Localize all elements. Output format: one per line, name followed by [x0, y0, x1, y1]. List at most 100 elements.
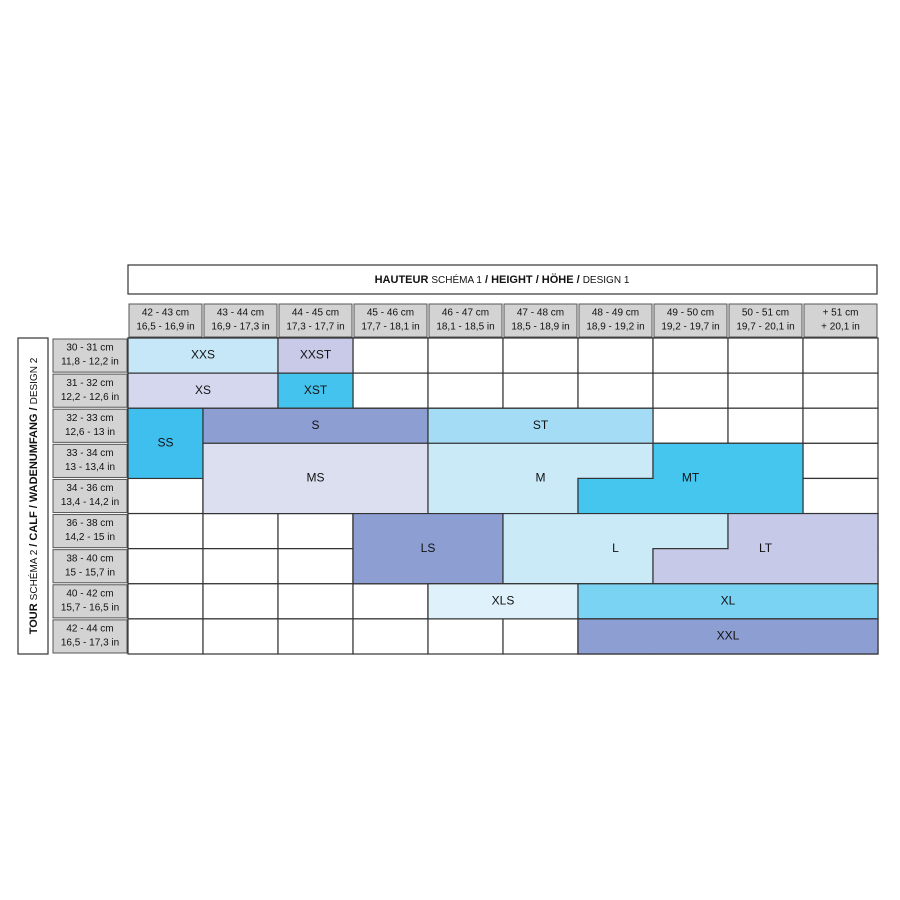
cell [277, 618, 354, 655]
cell [277, 583, 354, 620]
size-label: XXST [300, 348, 332, 362]
row-header-text: 15 - 15,7 in [65, 567, 115, 578]
cell [502, 372, 579, 409]
column-header-text: 19,7 - 20,1 in [736, 322, 794, 333]
column-header [428, 303, 503, 338]
column-header-text: 46 - 47 cm [442, 308, 489, 319]
row-header-text: 33 - 34 cm [66, 448, 113, 459]
column-header-text: 45 - 46 cm [367, 308, 414, 319]
row-header-text: 30 - 31 cm [66, 343, 113, 354]
size-label: XLS [492, 594, 515, 608]
side-label: TOUR SCHÉMA 2 / CALF / WADENUMFANG / DESIGN… [27, 357, 40, 634]
cell [802, 407, 879, 444]
column-header [653, 303, 728, 338]
cell [352, 372, 429, 409]
cell [652, 337, 729, 374]
cell [277, 512, 354, 550]
cell [352, 618, 429, 655]
row-header-text: 34 - 36 cm [66, 483, 113, 494]
cell [727, 372, 804, 409]
size-label: XL [721, 594, 736, 608]
column-header-text: 17,3 - 17,7 in [286, 322, 344, 333]
cell [502, 618, 579, 655]
row-header [52, 338, 128, 373]
size-label: ST [533, 418, 549, 432]
column-header-text: 18,5 - 18,9 in [511, 322, 569, 333]
cell [352, 337, 429, 374]
cell [277, 548, 354, 585]
column-header [353, 303, 428, 338]
size-label: S [311, 418, 319, 432]
column-header-text: 44 - 45 cm [292, 308, 339, 319]
column-header [128, 303, 203, 338]
column-header-text: 16,9 - 17,3 in [211, 322, 269, 333]
column-header-text: 48 - 49 cm [592, 308, 639, 319]
size-label: L [612, 541, 619, 555]
cell [727, 407, 804, 444]
side-part: SCHÉMA 2 [27, 549, 40, 600]
size-label: XXS [191, 348, 215, 362]
cell [202, 618, 279, 655]
column-header-text: 47 - 48 cm [517, 308, 564, 319]
cell [427, 618, 504, 655]
size-label: M [536, 471, 546, 485]
header-box [127, 264, 878, 295]
cell [502, 337, 579, 374]
column-header [728, 303, 803, 338]
row-header-text: 12,6 - 13 in [65, 427, 115, 438]
cell [127, 618, 204, 655]
cell [652, 372, 729, 409]
cell [202, 512, 279, 550]
side-part: / CALF / WADENUMFANG / [28, 407, 40, 546]
row-header-text: 38 - 40 cm [66, 553, 113, 564]
cell [802, 337, 879, 374]
column-header-text: 50 - 51 cm [742, 308, 789, 319]
side-part: DESIGN 2 [29, 357, 40, 404]
cell [802, 442, 879, 480]
row-header [52, 514, 128, 549]
column-header-text: 49 - 50 cm [667, 308, 714, 319]
size-label: XXL [717, 629, 740, 643]
row-header [52, 408, 128, 443]
cell [127, 512, 204, 550]
row-header-text: 40 - 42 cm [66, 588, 113, 599]
cell [577, 372, 654, 409]
column-header [503, 303, 578, 338]
size-label: MT [682, 471, 700, 485]
size-label: MS [307, 471, 325, 485]
side-box [17, 337, 49, 655]
size-label: XS [195, 383, 211, 397]
column-header-text: 42 - 43 cm [142, 308, 189, 319]
cell [352, 583, 429, 620]
cell [127, 548, 204, 585]
column-header-text: 19,2 - 19,7 in [661, 322, 719, 333]
cell [727, 337, 804, 374]
cell [202, 548, 279, 585]
header-title: HAUTEUR SCHÉMA 1/ HEIGHT / HÖHE / DESIGN 1 [375, 273, 630, 286]
row-header-text: 11,8 - 12,2 in [61, 357, 119, 368]
cell [427, 372, 504, 409]
column-header-text: 17,7 - 18,1 in [361, 322, 419, 333]
row-header [52, 619, 128, 654]
cell [652, 407, 729, 444]
cell [427, 337, 504, 374]
column-header-text: + 20,1 in [821, 322, 860, 333]
row-header-text: 14,2 - 15 in [65, 532, 115, 543]
cell [802, 477, 879, 515]
row-header-text: 36 - 38 cm [66, 518, 113, 529]
row-header [52, 584, 128, 619]
column-header-text: 18,1 - 18,5 in [436, 322, 494, 333]
column-header-text: 43 - 44 cm [217, 308, 264, 319]
row-header-text: 31 - 32 cm [66, 378, 113, 389]
column-header [203, 303, 278, 338]
row-header [52, 549, 128, 584]
size-label: LT [759, 541, 773, 555]
column-header [803, 303, 878, 338]
row-header [52, 478, 128, 514]
row-header [52, 443, 128, 478]
row-header-text: 15,7 - 16,5 in [61, 602, 119, 613]
cell [127, 477, 204, 515]
size-region [577, 618, 879, 655]
column-header [278, 303, 353, 338]
